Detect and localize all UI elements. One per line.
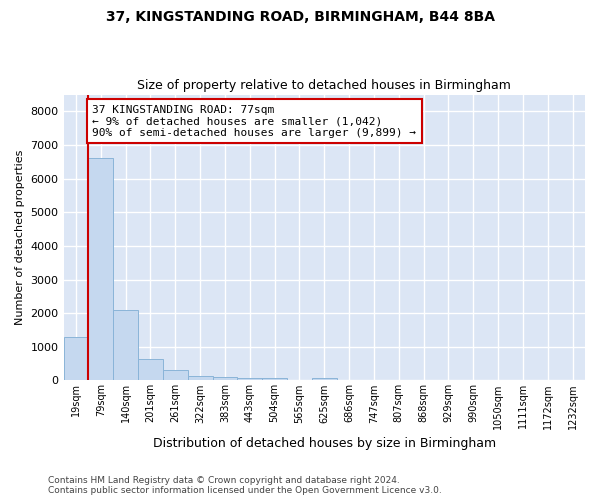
Bar (212, 376, 238, 380)
Text: Contains HM Land Registry data © Crown copyright and database right 2024.
Contai: Contains HM Land Registry data © Crown c… (48, 476, 442, 495)
X-axis label: Distribution of detached houses by size in Birmingham: Distribution of detached houses by size … (153, 437, 496, 450)
Bar (88, 158, 113, 380)
Text: 37, KINGSTANDING ROAD, BIRMINGHAM, B44 8BA: 37, KINGSTANDING ROAD, BIRMINGHAM, B44 8… (106, 10, 494, 24)
Text: 37 KINGSTANDING ROAD: 77sqm
← 9% of detached houses are smaller (1,042)
90% of s: 37 KINGSTANDING ROAD: 77sqm ← 9% of deta… (92, 104, 416, 138)
Bar (113, 310, 138, 380)
Bar (188, 376, 212, 380)
Bar (64, 336, 88, 380)
Bar (138, 358, 163, 380)
Bar (163, 370, 188, 380)
Y-axis label: Number of detached properties: Number of detached properties (15, 150, 25, 325)
Bar (262, 378, 287, 380)
Bar (238, 378, 262, 380)
Bar (312, 378, 337, 380)
Title: Size of property relative to detached houses in Birmingham: Size of property relative to detached ho… (137, 79, 511, 92)
